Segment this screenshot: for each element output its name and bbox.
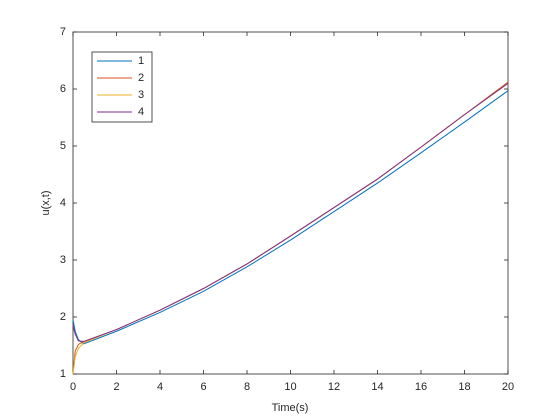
x-tick-label: 0 [70, 381, 76, 393]
y-tick-label: 5 [60, 140, 66, 152]
y-tick-label: 7 [60, 26, 66, 38]
legend-box [91, 51, 153, 123]
x-tick-label: 20 [502, 381, 514, 393]
x-tick-label: 4 [157, 381, 163, 393]
x-tick-label: 6 [200, 381, 206, 393]
y-tick-label: 6 [60, 83, 66, 95]
x-tick-label: 16 [415, 381, 427, 393]
y-tick-label: 2 [60, 311, 66, 323]
y-tick-label: 4 [60, 197, 66, 209]
y-tick-label: 3 [60, 254, 66, 266]
series-line [72, 90, 509, 345]
x-tick-label: 14 [371, 381, 383, 393]
x-tick-label: 2 [113, 381, 119, 393]
y-axis-label: u(x,t) [40, 190, 52, 215]
x-tick-label: 8 [244, 381, 250, 393]
series-line [72, 82, 509, 343]
x-tick-label: 12 [328, 381, 340, 393]
legend-label: 3 [138, 89, 144, 101]
y-tick-label: 1 [60, 368, 66, 380]
legend-label: 1 [138, 55, 144, 67]
x-tick-label: 18 [458, 381, 470, 393]
legend-label: 4 [138, 106, 144, 118]
legend-label: 2 [138, 72, 144, 84]
x-axis-label: Time(s) [272, 402, 309, 414]
x-tick-label: 10 [284, 381, 296, 393]
